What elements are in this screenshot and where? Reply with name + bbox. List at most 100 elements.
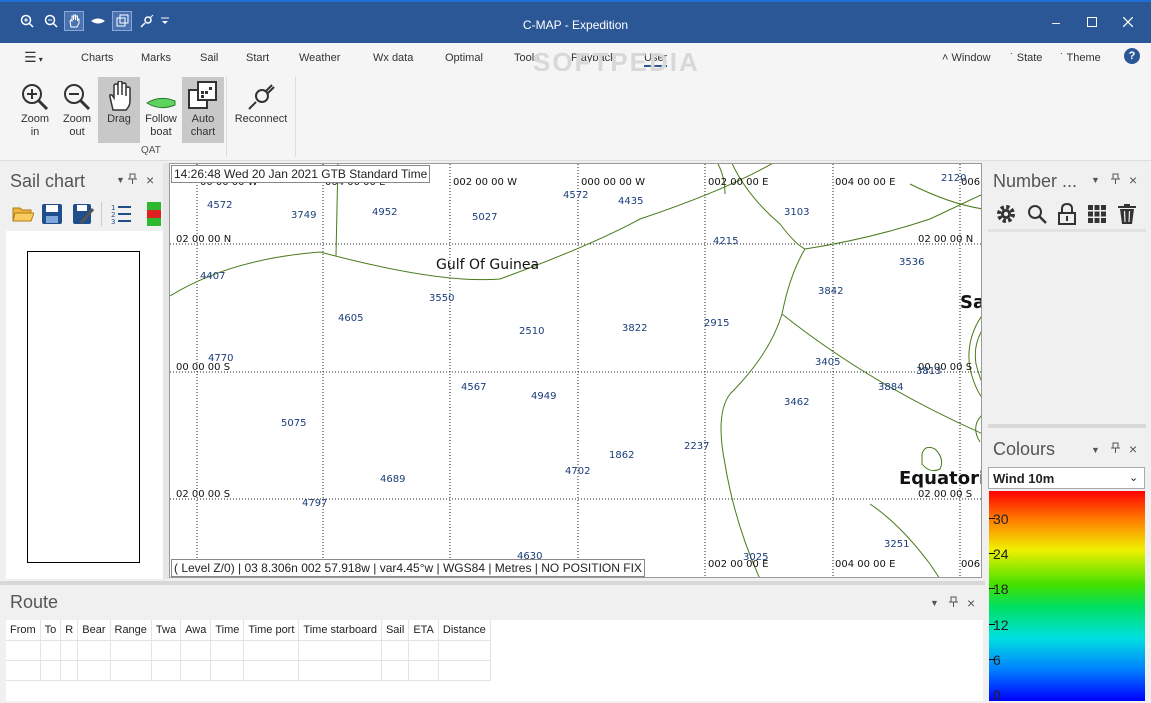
route-panel: Route ▼ × From To R Bear Range Twa Awa T…: [6, 588, 983, 701]
reconnect-button[interactable]: Reconnect: [232, 77, 290, 143]
zoom-in-icon: [14, 77, 56, 111]
panel-close-icon[interactable]: ×: [967, 595, 976, 611]
boundary-line: [717, 164, 726, 195]
collapse-icon: ˄: [942, 52, 952, 64]
longitude-label: 006: [961, 559, 980, 570]
col-from[interactable]: From: [6, 620, 41, 641]
scale-tick-6: 6: [993, 652, 1001, 668]
col-range[interactable]: Range: [110, 620, 152, 641]
map-status-bar: ( Level Z/0) | 03 8.306n 002 57.918w | v…: [171, 559, 645, 577]
qa-boat-icon[interactable]: [88, 11, 108, 31]
drag-button[interactable]: Drag: [98, 77, 140, 143]
pin-icon[interactable]: [949, 596, 958, 610]
pin-icon[interactable]: [128, 173, 137, 187]
menu-window[interactable]: ˄ Window: [942, 52, 991, 64]
col-time-starboard[interactable]: Time starboard: [298, 620, 382, 641]
qa-customize-icon[interactable]: [158, 11, 172, 31]
panel-dropdown-icon[interactable]: ▼: [1091, 445, 1100, 455]
panel-dropdown-icon[interactable]: ▼: [930, 598, 939, 608]
settings-gear-icon[interactable]: [995, 203, 1017, 228]
coast-contour: [968, 316, 981, 398]
save-as-icon[interactable]: [72, 203, 95, 228]
open-folder-icon[interactable]: [12, 203, 35, 226]
save-icon[interactable]: [41, 203, 63, 228]
col-time-port[interactable]: Time port: [243, 620, 300, 641]
colour-swatch-icon[interactable]: [146, 201, 162, 230]
col-twa[interactable]: Twa: [151, 620, 182, 641]
menu-marks[interactable]: Marks: [141, 52, 171, 64]
pin-icon[interactable]: [1111, 173, 1120, 187]
col-awa[interactable]: Awa: [180, 620, 212, 641]
menu-sail[interactable]: Sail: [200, 52, 219, 64]
auto-chart-button[interactable]: Auto chart: [182, 77, 224, 143]
qa-hand-icon[interactable]: [64, 11, 84, 31]
boundary-line: [869, 503, 940, 577]
splitter[interactable]: [0, 581, 985, 585]
scale-tick-24: 24: [993, 546, 1009, 562]
close-button[interactable]: [1117, 12, 1139, 32]
svg-text:3: 3: [111, 218, 115, 225]
depth-sounding: 4797: [302, 498, 327, 509]
depth-sounding: 5027: [472, 212, 497, 223]
menu-theme[interactable]: ˙ Theme: [1060, 52, 1101, 64]
menu-user[interactable]: User: [644, 52, 668, 67]
depth-sounding: 4215: [713, 236, 738, 247]
pin-icon[interactable]: [1111, 442, 1120, 456]
col-sail[interactable]: Sail: [381, 620, 410, 641]
table-row[interactable]: [6, 660, 491, 681]
ribbon: Zoom in Zoom out Drag Follow boat Auto c…: [0, 71, 1151, 161]
qa-auto-chart-icon[interactable]: [112, 11, 132, 31]
menu-playback[interactable]: Playback: [571, 52, 616, 64]
menu-start[interactable]: Start: [246, 52, 270, 64]
search-icon[interactable]: [1026, 203, 1048, 228]
menu-charts[interactable]: Charts: [81, 52, 114, 64]
island-contour: [921, 446, 943, 472]
longitude-label: 004 00 00 E: [835, 177, 895, 188]
qa-zoom-out-icon[interactable]: [41, 11, 61, 31]
col-eta[interactable]: ETA: [408, 620, 439, 641]
scale-tick-30: 30: [993, 511, 1009, 527]
col-distance[interactable]: Distance: [438, 620, 491, 641]
boundary-line: [170, 164, 773, 297]
menu-bar: ☰ ▾ Charts Marks Sail Start Weather Wx d…: [0, 43, 1151, 77]
panel-dropdown-icon[interactable]: ▼: [1091, 175, 1100, 185]
qa-zoom-in-icon[interactable]: [17, 11, 37, 31]
sail-chart-area[interactable]: [6, 231, 163, 579]
menu-state[interactable]: ˙ State: [1010, 52, 1043, 64]
colour-scheme-select[interactable]: Wind 10m ⌄: [988, 467, 1145, 489]
panel-close-icon[interactable]: ×: [1129, 441, 1138, 457]
menu-tools[interactable]: Tools: [514, 52, 540, 64]
zoom-in-button[interactable]: Zoom in: [14, 77, 56, 143]
menu-weather[interactable]: Weather: [299, 52, 341, 64]
toolbar-separator: [101, 202, 102, 226]
panel-close-icon[interactable]: ×: [1129, 172, 1138, 188]
menu-optimal[interactable]: Optimal: [445, 52, 483, 64]
col-time[interactable]: Time: [210, 620, 245, 641]
follow-boat-button[interactable]: Follow boat: [140, 77, 182, 143]
help-icon[interactable]: ?: [1124, 48, 1140, 64]
lock-icon[interactable]: [1056, 202, 1078, 228]
tick-mark: [989, 588, 995, 589]
maximize-button[interactable]: [1081, 12, 1103, 32]
depth-sounding: 3813: [916, 366, 941, 377]
col-r[interactable]: R: [60, 620, 79, 641]
route-table-area[interactable]: From To R Bear Range Twa Awa Time Time p…: [6, 620, 983, 701]
panel-close-icon[interactable]: ×: [146, 172, 155, 188]
panel-dropdown-icon[interactable]: ▼: [116, 175, 125, 185]
col-to[interactable]: To: [40, 620, 62, 641]
minimize-button[interactable]: –: [1052, 14, 1060, 30]
scale-tick-0: 0: [993, 687, 1001, 703]
trash-icon[interactable]: [1116, 203, 1138, 228]
grid-icon[interactable]: [1086, 203, 1108, 228]
col-bear[interactable]: Bear: [77, 620, 111, 641]
hamburger-menu-icon[interactable]: ☰ ▾: [24, 49, 43, 65]
splitter[interactable]: [988, 424, 1146, 428]
menu-wx-data[interactable]: Wx data: [373, 52, 414, 64]
qa-plug-icon[interactable]: [137, 11, 157, 31]
splitter[interactable]: [163, 163, 169, 579]
zoom-out-button[interactable]: Zoom out: [56, 77, 98, 143]
coast-contour: [975, 415, 981, 443]
table-row[interactable]: [6, 640, 491, 661]
